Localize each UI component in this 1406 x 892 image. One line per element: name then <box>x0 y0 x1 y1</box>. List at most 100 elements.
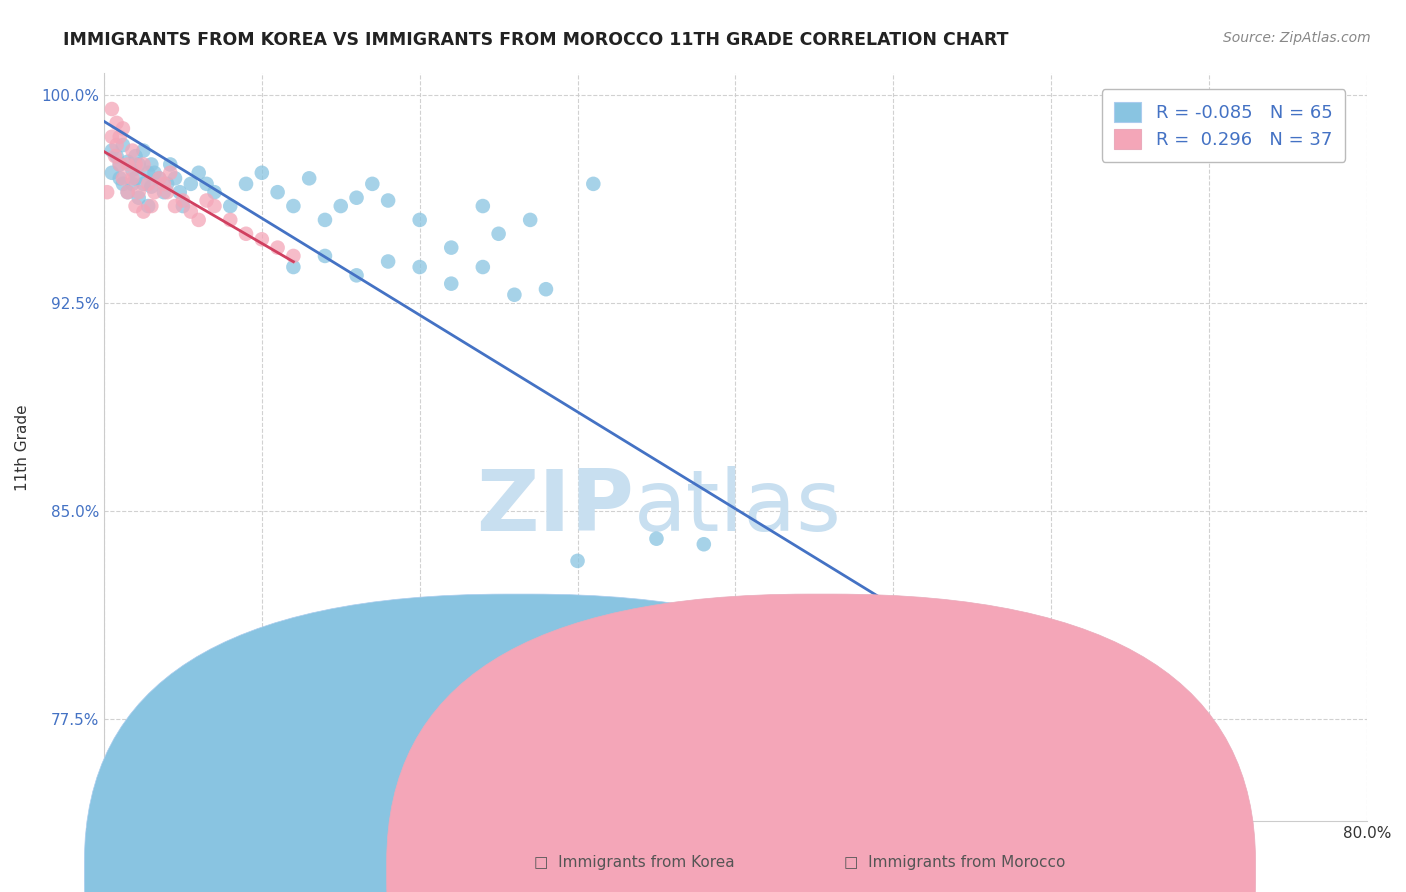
Point <box>408 213 430 227</box>
Point <box>204 185 226 199</box>
Point <box>377 194 399 208</box>
Point <box>148 171 170 186</box>
Point <box>567 554 589 568</box>
Point <box>172 199 194 213</box>
Point <box>195 177 218 191</box>
Point <box>117 185 139 199</box>
Point <box>250 166 273 180</box>
Point <box>156 185 179 199</box>
Point <box>693 537 716 551</box>
Point <box>104 149 127 163</box>
Point <box>121 144 143 158</box>
Point <box>143 185 166 199</box>
Point <box>143 166 166 180</box>
Point <box>136 177 159 191</box>
Point <box>163 171 186 186</box>
Point <box>180 204 202 219</box>
Point <box>111 121 134 136</box>
Point <box>141 157 163 171</box>
Point <box>755 775 778 789</box>
Point <box>266 241 288 255</box>
Point <box>141 199 163 213</box>
Point <box>440 241 463 255</box>
Point <box>503 287 526 301</box>
Point <box>645 532 668 546</box>
Point <box>159 157 181 171</box>
Point <box>250 232 273 246</box>
Point <box>105 149 128 163</box>
Point <box>219 213 242 227</box>
Text: Source: ZipAtlas.com: Source: ZipAtlas.com <box>1223 31 1371 45</box>
Point <box>96 185 118 199</box>
Point <box>283 260 305 274</box>
Text: IMMIGRANTS FROM KOREA VS IMMIGRANTS FROM MOROCCO 11TH GRADE CORRELATION CHART: IMMIGRANTS FROM KOREA VS IMMIGRANTS FROM… <box>63 31 1008 49</box>
Point <box>108 157 131 171</box>
Point <box>882 754 904 768</box>
Point <box>121 163 143 178</box>
Point <box>471 199 494 213</box>
Point <box>314 249 336 263</box>
Point <box>187 213 209 227</box>
Point <box>346 268 368 283</box>
Point <box>111 177 134 191</box>
Point <box>195 194 218 208</box>
Point <box>101 144 124 158</box>
Point <box>361 177 384 191</box>
Point <box>101 166 124 180</box>
Legend: R = -0.085   N = 65, R =  0.296   N = 37: R = -0.085 N = 65, R = 0.296 N = 37 <box>1101 89 1346 161</box>
Point <box>488 227 510 241</box>
Y-axis label: 11th Grade: 11th Grade <box>15 404 30 491</box>
Point <box>136 166 159 180</box>
Point <box>101 129 124 144</box>
Point <box>187 166 209 180</box>
Point <box>519 213 541 227</box>
Point <box>283 199 305 213</box>
Point <box>124 171 146 186</box>
Point <box>108 171 131 186</box>
Point <box>582 177 605 191</box>
Point <box>132 204 155 219</box>
Point <box>121 177 143 191</box>
Point <box>156 177 179 191</box>
Point <box>111 138 134 153</box>
Point <box>128 191 150 205</box>
Point <box>132 177 155 191</box>
Point <box>132 144 155 158</box>
Point <box>204 199 226 213</box>
Text: atlas: atlas <box>634 466 842 549</box>
Point <box>141 179 163 194</box>
Point <box>314 213 336 227</box>
Point <box>117 185 139 199</box>
Point <box>163 199 186 213</box>
Point <box>346 191 368 205</box>
Point <box>128 157 150 171</box>
Point <box>117 154 139 169</box>
Point <box>136 199 159 213</box>
Point <box>124 149 146 163</box>
Point <box>440 277 463 291</box>
Point <box>132 157 155 171</box>
Point <box>329 199 352 213</box>
Text: ZIP: ZIP <box>477 466 634 549</box>
Point <box>169 185 191 199</box>
Point <box>128 185 150 199</box>
Point <box>283 249 305 263</box>
Point <box>153 177 176 191</box>
Point <box>377 254 399 268</box>
Text: □  Immigrants from Morocco: □ Immigrants from Morocco <box>844 855 1064 870</box>
Point <box>108 129 131 144</box>
Point <box>298 171 321 186</box>
Text: □  Immigrants from Korea: □ Immigrants from Korea <box>534 855 735 870</box>
Point <box>172 194 194 208</box>
Point <box>153 185 176 199</box>
Point <box>235 177 257 191</box>
Point <box>101 102 124 116</box>
Point <box>408 260 430 274</box>
Point <box>111 171 134 186</box>
Point <box>105 116 128 130</box>
Point <box>148 171 170 186</box>
Point <box>159 166 181 180</box>
Point <box>117 157 139 171</box>
Point <box>108 157 131 171</box>
Point <box>219 199 242 213</box>
